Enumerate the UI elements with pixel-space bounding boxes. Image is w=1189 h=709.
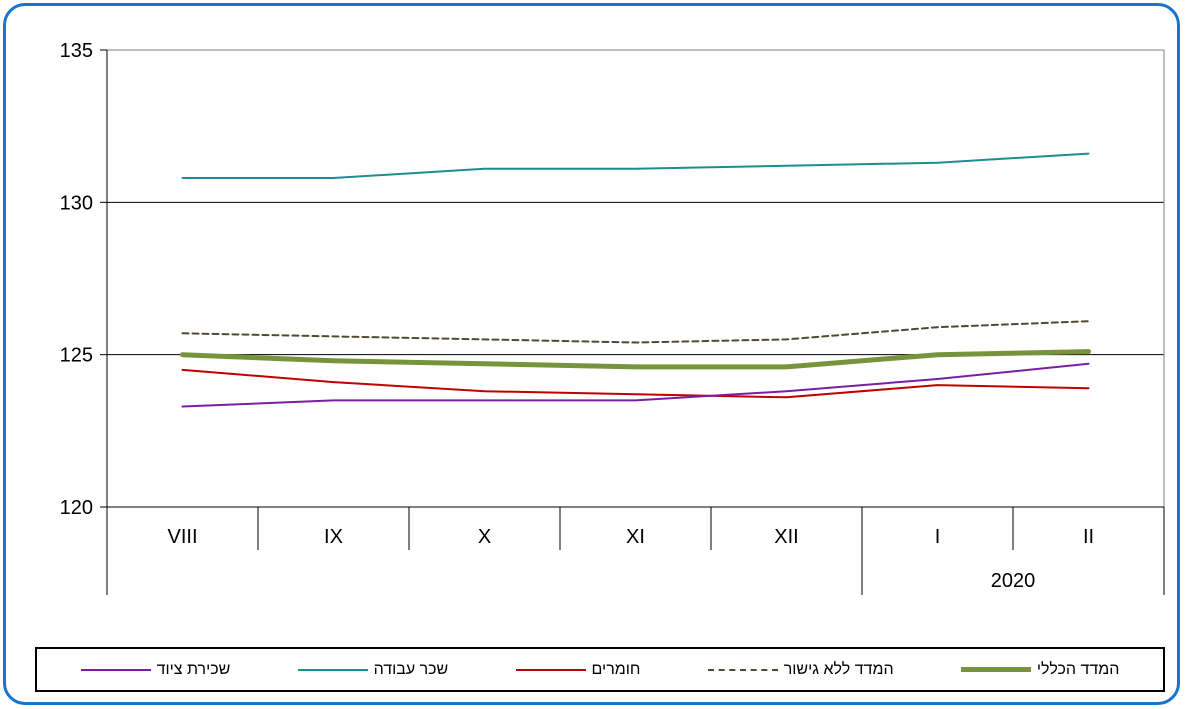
legend-item-0: המדד הכללי	[960, 660, 1120, 679]
y-tick-label: 125	[60, 345, 93, 367]
x-tick-label: VIII	[167, 526, 197, 548]
legend-swatch	[297, 668, 368, 671]
series-line-0	[180, 349, 1091, 370]
x-tick-label: II	[1083, 526, 1094, 548]
x-tick-label: XII	[774, 526, 798, 548]
legend-label: המדד ללא גישור	[783, 660, 894, 678]
legend-label: המדד הכללי	[1036, 660, 1120, 678]
grid-layer	[107, 201, 1164, 356]
legend-item-1: המדד ללא גישור	[707, 660, 894, 679]
y-tick-label: 130	[60, 192, 93, 214]
y-tick-label: 135	[60, 40, 93, 62]
x-tick-label: IX	[324, 526, 343, 548]
legend-item-4: שכירת ציוד	[80, 660, 231, 679]
legend-label: חומרים	[591, 660, 641, 678]
x-year-label: 2020	[991, 570, 1036, 592]
legend-swatch	[80, 668, 151, 671]
y-tick-label: 120	[60, 497, 93, 519]
legend-label: שכירת ציוד	[156, 660, 231, 678]
x-tick-label: X	[478, 526, 491, 548]
series-line-2	[181, 368, 1090, 399]
x-tick-label: I	[935, 526, 941, 548]
legend-item-3: שכר עבודה	[297, 660, 449, 679]
series-line-4	[181, 362, 1090, 408]
chart-frame	[3, 3, 1180, 705]
series-line-3	[181, 152, 1090, 179]
legend: המדד הכללי המדד ללא גישור חומרים שכר עבודה ש…	[35, 647, 1165, 692]
legend-swatch	[707, 668, 778, 671]
legend-swatch	[515, 668, 586, 671]
legend-swatch	[960, 667, 1031, 672]
legend-item-2: חומרים	[515, 660, 641, 679]
x-tick-label: XI	[626, 526, 645, 548]
series-layer	[180, 152, 1091, 408]
series-line-1	[181, 320, 1090, 344]
legend-label: שכר עבודה	[373, 660, 449, 678]
